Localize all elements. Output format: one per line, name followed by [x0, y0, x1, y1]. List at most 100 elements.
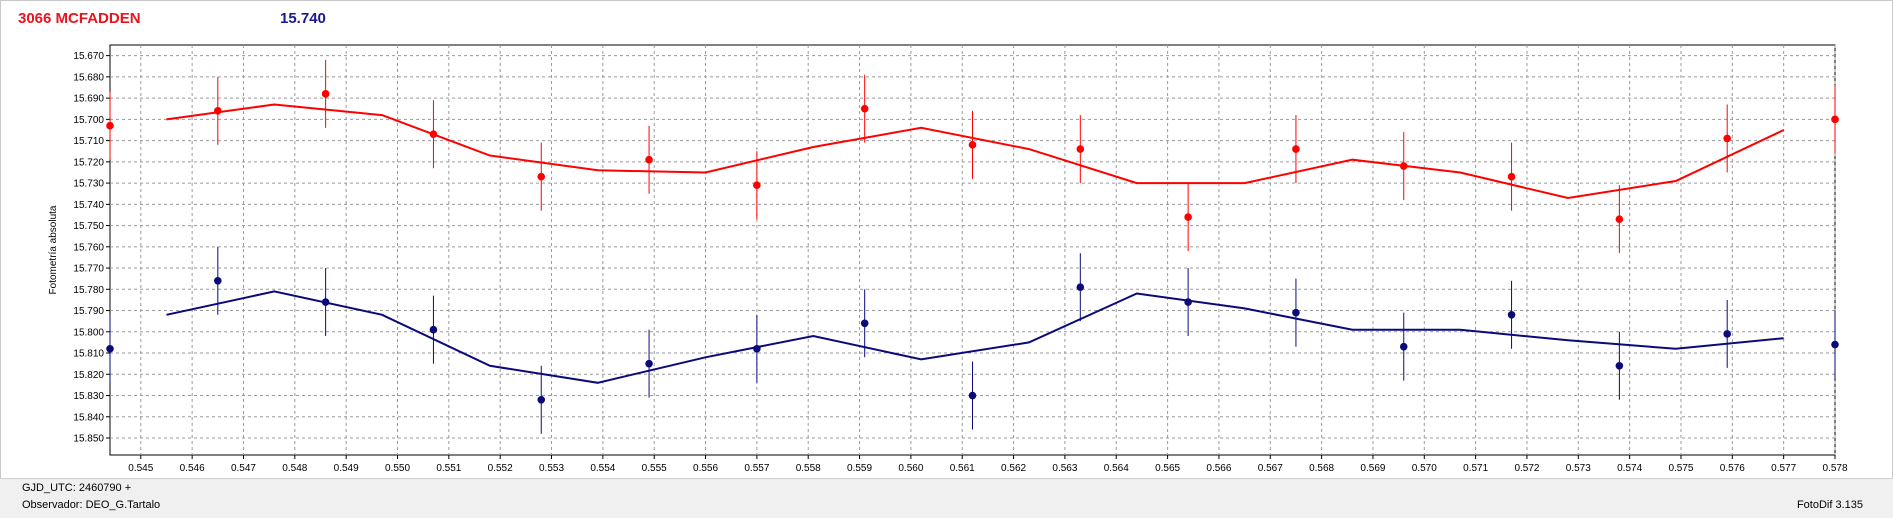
y-tick-label: 15.820	[73, 370, 104, 381]
x-tick-label: 0.569	[1360, 463, 1385, 474]
x-tick-label: 0.564	[1104, 463, 1129, 474]
x-tick-label: 0.563	[1052, 463, 1077, 474]
x-tick-label: 0.547	[231, 463, 256, 474]
x-tick-label: 0.555	[642, 463, 667, 474]
x-tick-label: 0.567	[1258, 463, 1283, 474]
data-point	[968, 141, 977, 149]
data-point	[429, 130, 438, 139]
x-tick-label: 0.578	[1822, 463, 1847, 474]
x-tick-label: 0.559	[847, 463, 872, 474]
data-point	[321, 298, 330, 306]
y-tick-label: 15.740	[73, 200, 104, 211]
fit-line	[166, 290, 1784, 384]
data-point	[1292, 145, 1300, 153]
x-tick-label: 0.574	[1617, 463, 1642, 474]
x-tick-label: 0.557	[744, 463, 769, 474]
light-curve-chart: 15.670 15.680 15.690 15.700 15.710 15.720 15.7…	[48, 44, 1848, 474]
y-tick-label: 15.710	[73, 136, 104, 147]
x-tick-label: 0.576	[1720, 463, 1745, 474]
data-point	[968, 391, 977, 400]
x-tick-label: 0.554	[590, 463, 615, 474]
x-tick-label: 0.558	[796, 463, 821, 474]
x-tick-label: 0.548	[282, 463, 307, 474]
data-point	[106, 344, 114, 353]
data-point	[1184, 213, 1192, 221]
x-tick-label: 0.571	[1463, 463, 1488, 474]
y-axis-ticks: 15.670 15.680 15.690 15.700 15.710 15.720 15.7…	[73, 51, 110, 445]
series-0	[106, 59, 1839, 254]
y-tick-label: 15.730	[73, 179, 104, 190]
status-footer: GJD_UTC: 2460790 + Observador: DEO_G.Tar…	[0, 478, 1893, 518]
data-point	[106, 121, 114, 130]
data-point	[1507, 172, 1516, 181]
y-tick-label: 15.830	[73, 391, 104, 402]
x-tick-label: 0.577	[1771, 463, 1796, 474]
object-name: 3066 MCFADDEN	[18, 10, 141, 27]
series-layer	[106, 59, 1839, 434]
x-tick-label: 0.546	[180, 463, 205, 474]
x-axis-ticks: 0.545 0.546 0.547 0.548 0.549 0.550 0.551 0.552…	[128, 455, 1848, 474]
data-point	[214, 277, 222, 285]
object-magnitude: 15.740	[280, 10, 326, 27]
y-tick-label: 15.780	[73, 285, 104, 296]
data-point	[860, 104, 869, 113]
data-point	[645, 155, 653, 164]
software-version: FotoDif 3.135	[1796, 499, 1863, 511]
x-tick-label: 0.549	[334, 463, 359, 474]
y-tick-label: 15.810	[73, 349, 104, 360]
y-tick-label: 15.840	[73, 412, 104, 423]
y-axis-label: Fotometría absoluta	[48, 205, 59, 294]
data-point	[1399, 342, 1408, 351]
y-tick-label: 15.720	[73, 157, 104, 168]
y-tick-label: 15.760	[73, 242, 104, 253]
data-point	[1184, 298, 1192, 306]
x-tick-label: 0.552	[488, 463, 513, 474]
data-point	[214, 107, 222, 115]
data-point	[1507, 310, 1516, 319]
data-point	[645, 359, 653, 368]
data-point	[1831, 340, 1839, 349]
gjd-label: GJD_UTC: 2460790 +	[22, 482, 132, 494]
data-point	[537, 395, 546, 404]
data-point	[860, 319, 869, 328]
x-tick-label: 0.545	[128, 463, 153, 474]
x-tick-label: 0.575	[1668, 463, 1693, 474]
data-point	[537, 172, 546, 181]
y-tick-label: 15.790	[73, 306, 104, 317]
x-tick-label: 0.561	[950, 463, 975, 474]
y-tick-label: 15.800	[73, 327, 104, 338]
y-tick-label: 15.670	[73, 51, 104, 62]
x-tick-label: 0.568	[1309, 463, 1334, 474]
x-tick-label: 0.562	[1001, 463, 1026, 474]
data-point	[1723, 134, 1731, 143]
x-tick-label: 0.572	[1514, 463, 1539, 474]
data-point	[1399, 162, 1408, 170]
data-point	[1615, 361, 1624, 370]
x-tick-label: 0.565	[1155, 463, 1180, 474]
y-tick-label: 15.680	[73, 72, 104, 83]
data-point	[1615, 215, 1624, 223]
x-tick-label: 0.556	[693, 463, 718, 474]
observer-label: Observador: DEO_G.Tartalo	[22, 499, 161, 511]
y-tick-label: 15.700	[73, 115, 104, 126]
x-tick-label: 0.560	[898, 463, 923, 474]
y-tick-label: 15.850	[73, 434, 104, 445]
series-1	[106, 246, 1839, 434]
y-tick-label: 15.770	[73, 264, 104, 275]
x-tick-label: 0.550	[385, 463, 410, 474]
data-point	[753, 181, 761, 190]
data-point	[1076, 145, 1085, 153]
x-tick-label: 0.553	[539, 463, 564, 474]
data-point	[753, 344, 761, 353]
data-point	[1831, 115, 1839, 124]
data-point	[429, 325, 438, 334]
y-tick-label: 15.750	[73, 221, 104, 232]
x-tick-label: 0.566	[1206, 463, 1231, 474]
data-point	[1292, 308, 1300, 317]
x-tick-label: 0.573	[1566, 463, 1591, 474]
x-tick-label: 0.570	[1412, 463, 1437, 474]
grid-lines	[110, 45, 1836, 455]
data-point	[1076, 283, 1085, 291]
x-tick-label: 0.551	[436, 463, 461, 474]
y-tick-label: 15.690	[73, 94, 104, 105]
